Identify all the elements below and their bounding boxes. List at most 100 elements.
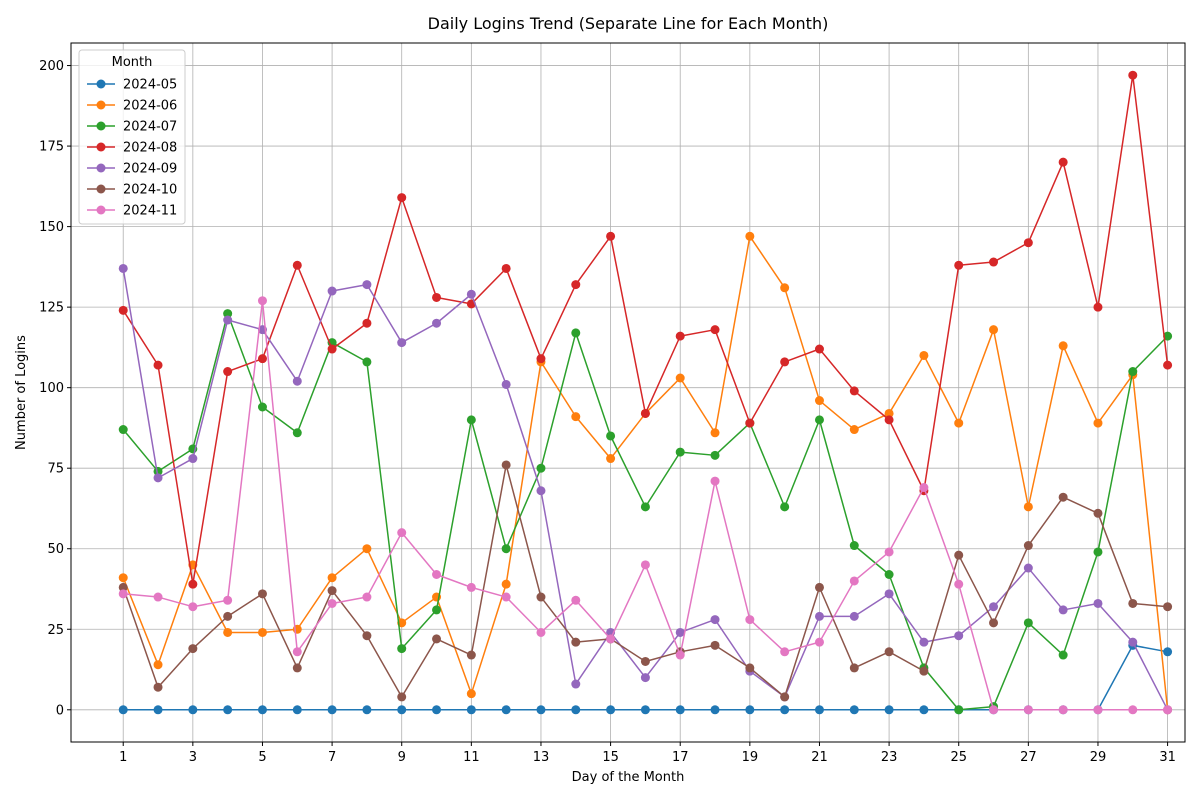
data-point bbox=[223, 309, 233, 319]
y-tick-label: 50 bbox=[47, 542, 64, 557]
data-point bbox=[780, 502, 790, 512]
data-point bbox=[919, 350, 929, 360]
data-point bbox=[571, 412, 581, 422]
x-tick-label: 11 bbox=[463, 750, 480, 765]
data-point bbox=[188, 644, 198, 654]
data-point bbox=[362, 357, 372, 367]
data-point bbox=[954, 631, 964, 641]
data-point bbox=[571, 705, 581, 715]
y-tick-label: 175 bbox=[39, 140, 64, 155]
data-point bbox=[501, 592, 511, 602]
data-point bbox=[257, 627, 267, 637]
data-point bbox=[1058, 650, 1068, 660]
y-tick-label: 25 bbox=[47, 623, 64, 638]
data-point bbox=[606, 705, 616, 715]
data-point bbox=[884, 569, 894, 579]
data-point bbox=[1023, 541, 1033, 551]
data-point bbox=[849, 425, 859, 435]
data-point bbox=[466, 689, 476, 699]
data-point bbox=[1093, 508, 1103, 518]
x-tick-label: 29 bbox=[1090, 750, 1107, 765]
data-point bbox=[362, 318, 372, 328]
legend-label: 2024-06 bbox=[123, 99, 177, 114]
data-point bbox=[1128, 598, 1138, 608]
data-point bbox=[327, 573, 337, 583]
data-point bbox=[536, 705, 546, 715]
data-point bbox=[1023, 502, 1033, 512]
data-point bbox=[1058, 605, 1068, 615]
data-point bbox=[432, 569, 442, 579]
data-point bbox=[327, 586, 337, 596]
data-point bbox=[153, 360, 163, 370]
data-point bbox=[849, 611, 859, 621]
data-point bbox=[188, 579, 198, 589]
chart-title: Daily Logins Trend (Separate Line for Ea… bbox=[428, 14, 829, 33]
data-point bbox=[675, 650, 685, 660]
legend-item: 2024-05 bbox=[87, 78, 177, 93]
legend: Month 2024-052024-062024-072024-082024-0… bbox=[78, 49, 186, 225]
data-point bbox=[954, 705, 964, 715]
x-tick-label: 25 bbox=[950, 750, 967, 765]
data-point bbox=[814, 637, 824, 647]
data-point bbox=[223, 611, 233, 621]
data-point bbox=[1093, 302, 1103, 312]
data-point bbox=[814, 582, 824, 592]
data-point bbox=[362, 280, 372, 290]
data-point bbox=[814, 705, 824, 715]
legend-items: 2024-05 2024-06 2024-07 2024-08 2024-09 2024-… bbox=[87, 78, 177, 219]
legend-marker bbox=[96, 142, 106, 152]
legend-item: 2024-10 bbox=[87, 183, 177, 198]
data-point bbox=[640, 408, 650, 418]
data-point bbox=[362, 631, 372, 641]
y-axis-ticks: 0 25 50 75 100 125 150 175 200 bbox=[39, 59, 71, 718]
data-point bbox=[919, 666, 929, 676]
data-point bbox=[710, 476, 720, 486]
data-point bbox=[118, 263, 128, 273]
data-point bbox=[571, 637, 581, 647]
data-point bbox=[780, 357, 790, 367]
data-point bbox=[1093, 598, 1103, 608]
data-point bbox=[606, 634, 616, 644]
data-point bbox=[849, 541, 859, 551]
data-point bbox=[849, 576, 859, 586]
legend-label: 2024-05 bbox=[123, 78, 177, 93]
data-point bbox=[571, 280, 581, 290]
data-point bbox=[327, 598, 337, 608]
data-point bbox=[257, 296, 267, 306]
legend-marker bbox=[96, 184, 106, 194]
legend-marker bbox=[96, 205, 106, 215]
data-point bbox=[884, 705, 894, 715]
data-point bbox=[466, 289, 476, 299]
data-point bbox=[397, 528, 407, 538]
data-point bbox=[466, 415, 476, 425]
data-point bbox=[1058, 492, 1068, 502]
series-2024-10 bbox=[118, 460, 1173, 702]
data-point bbox=[1163, 602, 1173, 612]
data-point bbox=[223, 315, 233, 325]
x-tick-label: 17 bbox=[672, 750, 689, 765]
data-point bbox=[153, 705, 163, 715]
data-point bbox=[1163, 360, 1173, 370]
y-tick-label: 150 bbox=[39, 220, 64, 235]
data-point bbox=[118, 305, 128, 315]
data-point bbox=[849, 705, 859, 715]
data-point bbox=[397, 644, 407, 654]
x-tick-label: 5 bbox=[258, 750, 266, 765]
data-point bbox=[606, 454, 616, 464]
data-point bbox=[1163, 705, 1173, 715]
data-point bbox=[814, 611, 824, 621]
data-point bbox=[466, 650, 476, 660]
data-point bbox=[362, 544, 372, 554]
series-2024-11 bbox=[118, 296, 1173, 715]
x-tick-label: 23 bbox=[881, 750, 898, 765]
data-point bbox=[884, 589, 894, 599]
x-tick-label: 19 bbox=[742, 750, 759, 765]
data-point bbox=[1093, 705, 1103, 715]
data-point bbox=[153, 660, 163, 670]
data-point bbox=[397, 705, 407, 715]
data-point bbox=[640, 705, 650, 715]
data-point bbox=[432, 705, 442, 715]
data-point bbox=[292, 260, 302, 270]
